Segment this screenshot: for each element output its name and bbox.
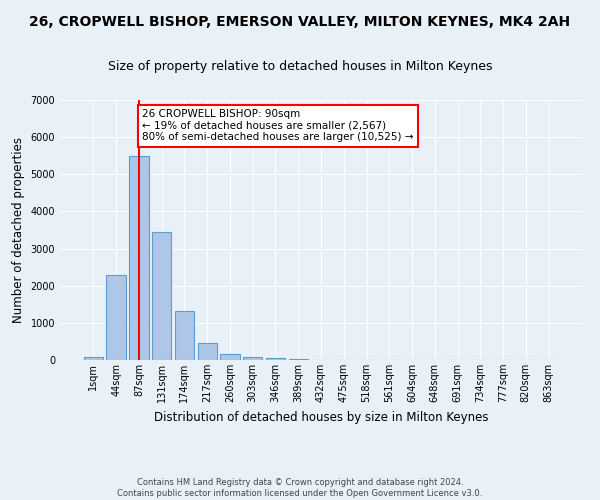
Bar bbox=[197, 342, 217, 360]
Bar bbox=[129, 156, 149, 360]
Bar bbox=[106, 276, 126, 360]
Bar bbox=[84, 357, 103, 360]
X-axis label: Distribution of detached houses by size in Milton Keynes: Distribution of detached houses by size … bbox=[154, 410, 488, 424]
Text: 26, CROPWELL BISHOP, EMERSON VALLEY, MILTON KEYNES, MK4 2AH: 26, CROPWELL BISHOP, EMERSON VALLEY, MIL… bbox=[29, 15, 571, 29]
Bar bbox=[243, 356, 262, 360]
Text: Contains HM Land Registry data © Crown copyright and database right 2024.
Contai: Contains HM Land Registry data © Crown c… bbox=[118, 478, 482, 498]
Bar bbox=[152, 232, 172, 360]
Text: 26 CROPWELL BISHOP: 90sqm
← 19% of detached houses are smaller (2,567)
80% of se: 26 CROPWELL BISHOP: 90sqm ← 19% of detac… bbox=[142, 110, 414, 142]
Text: Size of property relative to detached houses in Milton Keynes: Size of property relative to detached ho… bbox=[108, 60, 492, 73]
Y-axis label: Number of detached properties: Number of detached properties bbox=[12, 137, 25, 323]
Bar bbox=[266, 358, 285, 360]
Bar bbox=[289, 359, 308, 360]
Bar bbox=[175, 311, 194, 360]
Bar bbox=[220, 354, 239, 360]
